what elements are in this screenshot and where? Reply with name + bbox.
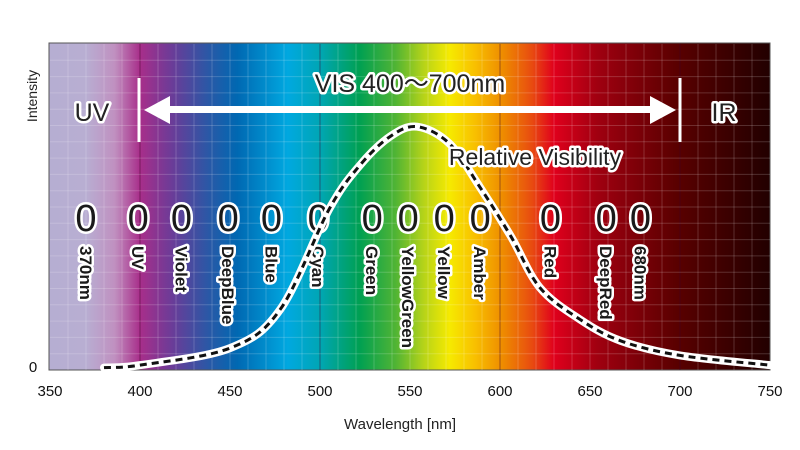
led-symbol: 0	[630, 198, 651, 240]
x-tick-label: 450	[217, 383, 242, 400]
led-symbol: 0	[540, 198, 561, 240]
led-label: Red	[540, 246, 559, 278]
x-tick-label: 500	[307, 383, 332, 400]
y-axis-label: Intensity	[24, 70, 40, 122]
led-yellowgreen: 0 YellowGreen	[395, 196, 421, 351]
vis-range-label: VIS 400〜700nm	[315, 70, 505, 98]
led-symbol: 0	[261, 198, 282, 240]
led-deepred: 0 DeepRed	[593, 196, 619, 323]
y-tick-0: 0	[29, 359, 37, 376]
led-blue: 0 Blue	[258, 196, 284, 286]
led-label: YellowGreen	[398, 246, 417, 348]
series-label: Relative Visibility	[449, 144, 622, 170]
x-tick-label: 650	[577, 383, 602, 400]
led-label: UV	[128, 246, 147, 270]
led-label: Yellow	[434, 246, 453, 300]
x-tick-label: 600	[487, 383, 512, 400]
led-label: DeepBlue	[218, 246, 237, 324]
led-label: DeepRed	[596, 246, 615, 320]
led-symbol: 0	[362, 198, 383, 240]
led-symbol: 0	[596, 198, 617, 240]
led-370nm: 0 370nm	[73, 196, 99, 303]
led-symbol: 0	[398, 198, 419, 240]
led-deepblue: 0 DeepBlue	[215, 196, 241, 327]
led-label: 680nm	[630, 246, 649, 300]
led-symbol: 0	[434, 198, 455, 240]
vis-range-arrow	[144, 96, 676, 124]
led-symbol: 0	[75, 198, 96, 240]
led-symbol: 0	[218, 198, 239, 240]
led-label: Violet	[171, 246, 190, 292]
led-yellow: 0 Yellow	[431, 196, 457, 303]
x-axis-label: Wavelength [nm]	[344, 416, 456, 433]
x-tick-label: 550	[397, 383, 422, 400]
led-red: 0 Red	[537, 196, 563, 281]
x-tick-label: 750	[757, 383, 782, 400]
led-label: Amber	[470, 246, 489, 300]
led-label: 370nm	[76, 246, 95, 300]
led-symbol: 0	[128, 198, 149, 240]
visibility-curve	[103, 125, 771, 370]
x-axis: 350 400 450 500 550 600 650 700 750	[37, 383, 782, 400]
led-label: Green	[362, 246, 381, 295]
x-tick-label: 350	[37, 383, 62, 400]
x-tick-label: 400	[127, 383, 152, 400]
led-label: Blue	[261, 246, 280, 283]
led-green: 0 Green	[359, 196, 385, 298]
led-uv: 0 UV	[125, 196, 151, 273]
led-680nm: 0 680nm	[627, 196, 653, 303]
ir-label: IR	[712, 99, 737, 127]
led-symbol: 0	[171, 198, 192, 240]
uv-label: UV	[75, 99, 110, 127]
x-tick-label: 700	[667, 383, 692, 400]
led-violet: 0 Violet	[168, 196, 194, 295]
